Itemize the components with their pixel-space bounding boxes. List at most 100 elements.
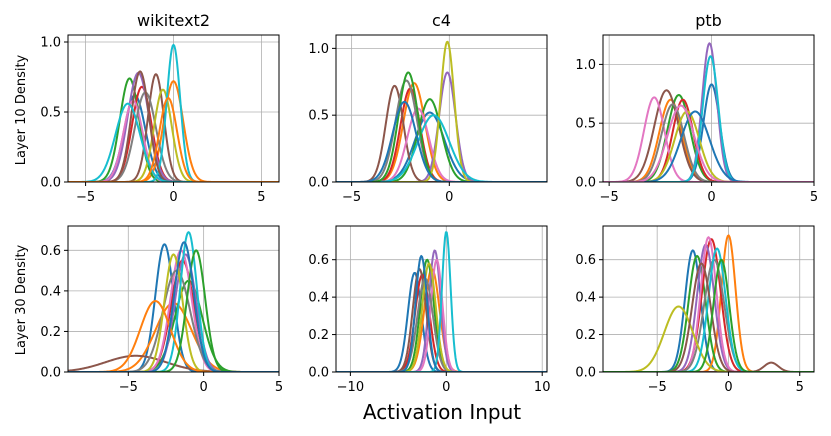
series-line-7 <box>603 236 814 372</box>
series-line-12 <box>603 258 814 372</box>
series-line-1 <box>603 249 814 372</box>
series-line-2 <box>336 268 547 372</box>
y-tick-label: 0.6 <box>575 253 596 268</box>
y-tick-label: 0.2 <box>40 325 61 340</box>
series-line-12 <box>336 100 547 182</box>
series-line-9 <box>68 253 279 372</box>
y-tick-label: 0.4 <box>40 284 61 299</box>
series-group <box>68 231 279 372</box>
axes-frame <box>335 34 548 183</box>
x-tick-label: 0 <box>442 380 450 395</box>
series-line-10 <box>336 231 547 372</box>
axes-frame <box>602 34 815 183</box>
series-line-9 <box>68 88 279 182</box>
series-line-10 <box>603 55 814 182</box>
y-tick-label: 0.5 <box>575 117 596 132</box>
series-group <box>336 231 547 372</box>
series-line-13 <box>68 241 279 372</box>
series-line-9 <box>336 262 547 372</box>
series-line-7 <box>68 249 279 372</box>
panel-3: −5 0 5 0.0 0.5 1.0 ptb <box>575 11 818 205</box>
x-tick-label: −5 <box>119 380 138 395</box>
series-line-3 <box>603 254 814 372</box>
series-line-11 <box>603 262 814 372</box>
panel-title: c4 <box>432 11 451 30</box>
series-line-1 <box>603 83 814 182</box>
y-tick-label: 0.0 <box>40 176 61 191</box>
x-axis-label: Activation Input <box>363 400 521 424</box>
x-tick-label: −5 <box>600 190 619 205</box>
series-line-9 <box>603 305 814 372</box>
series-line-5 <box>603 243 814 372</box>
series-line-6 <box>68 73 279 182</box>
panel-5: −10 0 10 0.0 0.2 0.4 0.6 <box>308 225 551 395</box>
y-tick-label: 0.0 <box>40 366 61 381</box>
panel-6: −5 0 5 0.0 0.2 0.4 0.6 <box>575 225 815 395</box>
series-line-10 <box>68 43 279 182</box>
axes-frame <box>602 225 815 373</box>
x-tick-label: 0 <box>724 380 732 395</box>
series-line-5 <box>603 42 814 182</box>
y-tick-label: 0.2 <box>575 328 596 343</box>
series-line-8 <box>68 269 279 372</box>
series-line-7 <box>603 96 814 182</box>
series-line-9 <box>336 40 547 182</box>
series-line-3 <box>336 98 547 182</box>
y-tick-label: 0.4 <box>308 291 329 306</box>
y-tick-label: 1.0 <box>575 58 596 73</box>
y-tick-label: 0.0 <box>308 176 329 191</box>
series-line-2 <box>68 80 279 182</box>
series-line-10 <box>336 114 547 182</box>
series-group <box>336 40 547 182</box>
series-line-6 <box>68 354 279 372</box>
x-tick-label: 0 <box>445 190 453 205</box>
y-tick-label: 0.0 <box>308 366 329 381</box>
series-line-13 <box>68 97 279 182</box>
series-line-12 <box>68 249 279 372</box>
panel-2: −5 0 0.0 0.5 1.0 c4 <box>308 11 548 205</box>
panel-title: ptb <box>695 11 722 30</box>
panel-4: −5 0 5 0.0 0.2 0.4 0.6 <box>40 225 283 395</box>
axes-frame <box>335 225 548 373</box>
x-tick-label: 10 <box>534 380 551 395</box>
y-tick-label: 0.5 <box>308 109 329 124</box>
panel-1: −5 0 5 0.0 0.5 1.0 wikitext2 <box>40 11 280 205</box>
panels-group: −5 0 5 0.0 0.5 1.0 wikitext2 −5 0 0.0 0.5 1.0 c4 −5 0 5… <box>40 11 818 395</box>
x-tick-label: 0 <box>169 190 177 205</box>
row-label-layer-30: Layer 30 Density <box>14 244 29 355</box>
y-tick-label: 1.0 <box>308 42 329 57</box>
x-tick-label: 5 <box>810 190 818 205</box>
series-line-4 <box>68 259 279 372</box>
series-line-2 <box>603 234 814 372</box>
x-tick-label: −5 <box>648 380 667 395</box>
axes-frame <box>67 225 280 373</box>
y-tick-label: 0.6 <box>308 253 329 268</box>
x-tick-label: 0 <box>707 190 715 205</box>
y-tick-label: 0.6 <box>40 244 61 259</box>
series-line-6 <box>336 84 547 182</box>
series-line-4 <box>336 273 547 372</box>
x-tick-label: 5 <box>796 380 804 395</box>
panel-title: wikitext2 <box>137 11 210 30</box>
x-tick-label: 0 <box>200 380 208 395</box>
series-line-8 <box>336 277 547 372</box>
y-tick-label: 0.4 <box>575 291 596 306</box>
series-line-5 <box>68 253 279 372</box>
series-group <box>603 234 814 372</box>
x-tick-label: 5 <box>257 190 265 205</box>
x-tick-label: −5 <box>342 190 361 205</box>
series-line-7 <box>336 107 547 182</box>
y-tick-label: 0.2 <box>308 328 329 343</box>
series-line-6 <box>603 361 814 372</box>
series-line-3 <box>68 77 279 182</box>
y-tick-label: 0.0 <box>575 366 596 381</box>
row-label-layer-10: Layer 10 Density <box>14 54 29 165</box>
x-tick-label: 5 <box>275 380 283 395</box>
x-tick-label: −5 <box>76 190 95 205</box>
series-line-10 <box>68 231 279 372</box>
series-line-4 <box>603 238 814 372</box>
x-tick-label: −10 <box>337 380 364 395</box>
series-line-8 <box>603 258 814 372</box>
y-tick-label: 0.0 <box>575 176 596 191</box>
